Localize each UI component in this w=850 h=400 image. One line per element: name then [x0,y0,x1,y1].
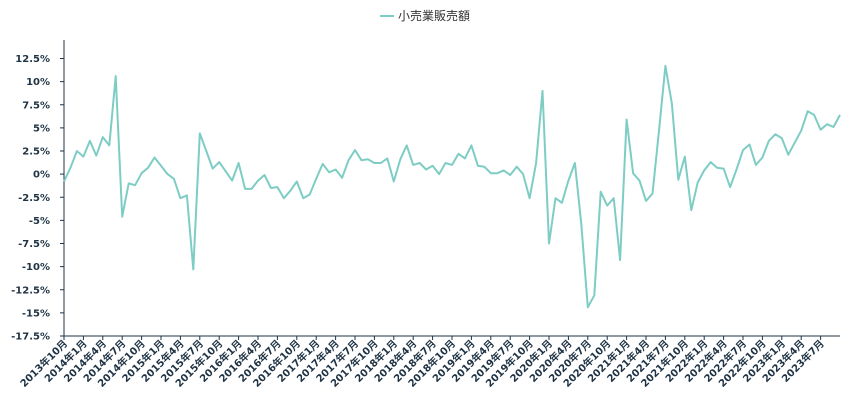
y-tick-label: 2.5% [22,147,50,158]
plot-area [63,64,841,309]
y-tick-label: -17.5% [11,332,50,343]
legend-label: 小売業販売額 [398,8,470,23]
legend[interactable]: 小売業販売額 [380,8,470,23]
y-tick-label: -7.5% [18,239,50,250]
y-tick-label: 0% [33,170,50,181]
y-tick-label: 12.5% [15,54,50,65]
y-tick-label: 7.5% [22,100,50,111]
y-tick-label: -15% [22,308,50,319]
x-axis: 2013年10月2014年1月2014年4月2014年7月2014年10月201… [17,335,840,390]
y-tick-label: -12.5% [11,285,50,296]
y-tick-label: -2.5% [18,193,50,204]
y-tick-label: -10% [22,262,50,273]
y-tick-label: 5% [33,123,50,134]
y-axis: 12.5% 10% 7.5% 5% 2.5% 0% -2.5% -5% -7.5% -10% -12… [11,40,65,343]
y-tick-label: -5% [29,216,50,227]
series-line-retail-sales [63,64,841,309]
y-tick-label: 10% [26,77,50,88]
